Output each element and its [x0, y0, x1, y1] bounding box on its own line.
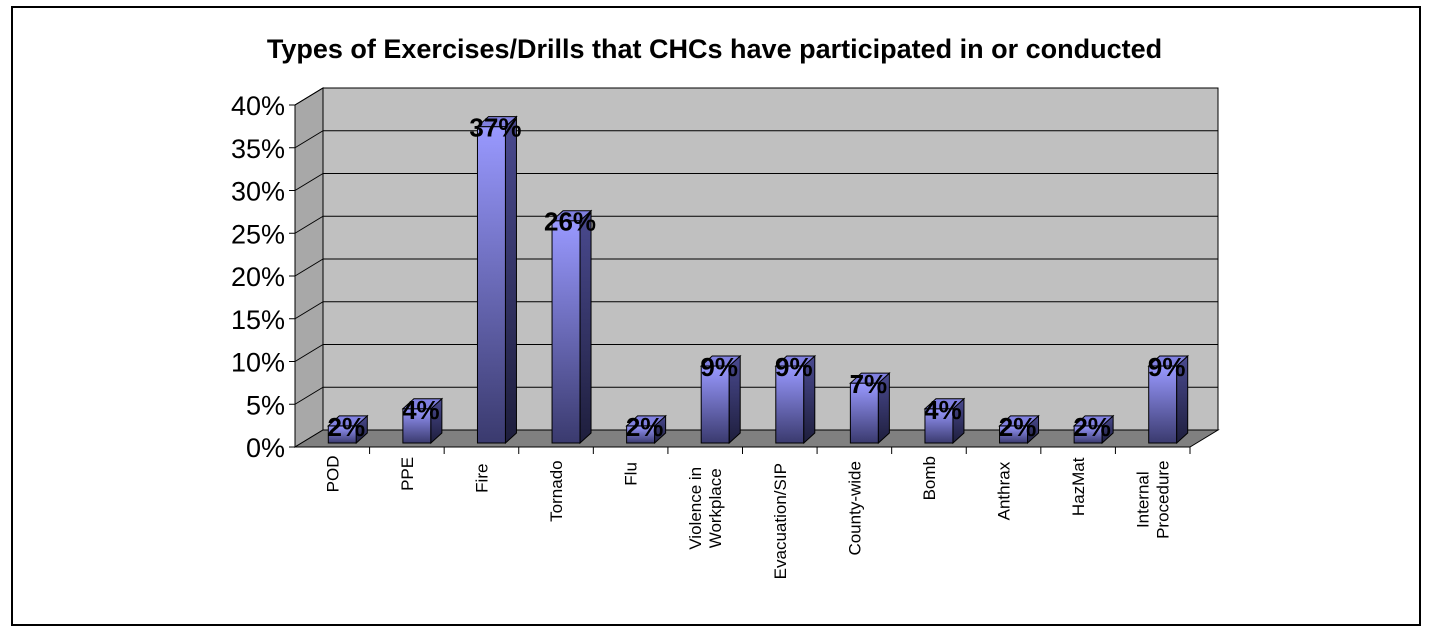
gridline-side [294, 130, 324, 149]
y-tick-label: 30% [231, 177, 285, 207]
x-tick-label: POD [323, 455, 342, 492]
y-tick-label: 10% [231, 348, 285, 378]
y-tick-label: 25% [231, 219, 285, 249]
x-tick-label-line: HazMat [1069, 457, 1088, 516]
x-tick-label-line: Tornado [547, 460, 566, 521]
bar-top [401, 398, 444, 410]
gridline-side [294, 344, 324, 362]
x-tick-label-line: County-wide [845, 461, 864, 556]
gridline-side [294, 173, 324, 191]
x-tick-label-line: POD [323, 455, 342, 492]
gridline-side [294, 386, 324, 405]
data-label: 2% [1073, 412, 1111, 442]
bar-top [774, 355, 817, 367]
y-tick-label: 15% [231, 305, 285, 335]
bar-top [625, 415, 667, 427]
data-label: 26% [544, 207, 596, 237]
bar-top [923, 398, 966, 410]
x-tick-label: PPE [398, 457, 417, 491]
x-tick-label: Anthrax [995, 461, 1014, 520]
x-tick-label-line: Flu [622, 462, 641, 486]
bar-top [326, 415, 369, 427]
x-tick-label: Evacuation/SIP [771, 463, 790, 579]
bar-side [504, 115, 517, 445]
gridline-side [294, 87, 324, 106]
x-tick-label: Violence inWorkplace [686, 467, 725, 550]
data-label: 9% [700, 352, 738, 382]
x-tick-label-line: Violence in [686, 467, 705, 550]
x-tick-label-line: PPE [398, 457, 417, 491]
x-tick-label: HazMat [1069, 457, 1088, 516]
bar[interactable] [700, 365, 730, 444]
y-tick-label: 20% [231, 262, 285, 292]
bar-side [579, 209, 592, 445]
data-label: 9% [775, 352, 813, 382]
x-tick-label-line: Procedure [1154, 460, 1173, 538]
x-tick-label: InternalProcedure [1134, 460, 1173, 538]
bar-top [476, 116, 518, 128]
bar[interactable] [476, 126, 506, 444]
x-tick-label: Tornado [547, 460, 566, 521]
data-label: 4% [924, 395, 962, 425]
data-label: 2% [999, 412, 1037, 442]
gridline-side [294, 215, 324, 234]
bar-chart: 0% 5% 10% 15% 20% 25% 30% 35% 40% 2% POD 4% PPE 37% Fi… [231, 87, 1220, 579]
x-tick-label-line: Anthrax [995, 461, 1014, 520]
data-label: 37% [469, 113, 521, 143]
y-tick-label: 0% [246, 433, 285, 463]
bar[interactable] [551, 220, 581, 444]
y-tick-label: 35% [231, 134, 285, 164]
data-label: 2% [328, 412, 366, 442]
plot-wall [294, 87, 1219, 448]
x-tick-label-line: Evacuation/SIP [771, 463, 790, 579]
bar-top [1072, 415, 1115, 427]
x-tick-label: County-wide [845, 461, 864, 556]
bar[interactable] [775, 365, 805, 444]
data-label: 7% [850, 369, 888, 399]
data-label: 4% [402, 395, 440, 425]
data-label: 2% [626, 412, 664, 442]
bar[interactable] [402, 408, 432, 444]
x-tick-label: Fire [472, 464, 491, 493]
bar-top [849, 372, 891, 384]
y-tick-label: 40% [231, 91, 285, 121]
x-tick-label: Flu [622, 462, 641, 486]
x-tick-label-line: Fire [472, 464, 491, 493]
gridline-side [294, 258, 324, 277]
x-tick-label-line: Internal [1134, 471, 1153, 528]
bar-top [1147, 355, 1190, 367]
y-tick-label: 5% [246, 390, 285, 420]
data-label: 9% [1148, 352, 1186, 382]
bar-top [699, 355, 742, 367]
gridline-side [294, 301, 324, 320]
bar[interactable] [924, 408, 954, 444]
chart-title: Types of Exercises/Drills that CHCs have… [266, 34, 1163, 64]
bar-top [550, 210, 593, 222]
x-tick-label-line: Workplace [706, 468, 725, 548]
x-tick-label: Bomb [920, 456, 939, 500]
x-tick-label-line: Bomb [920, 456, 939, 500]
bar-top [998, 415, 1040, 427]
